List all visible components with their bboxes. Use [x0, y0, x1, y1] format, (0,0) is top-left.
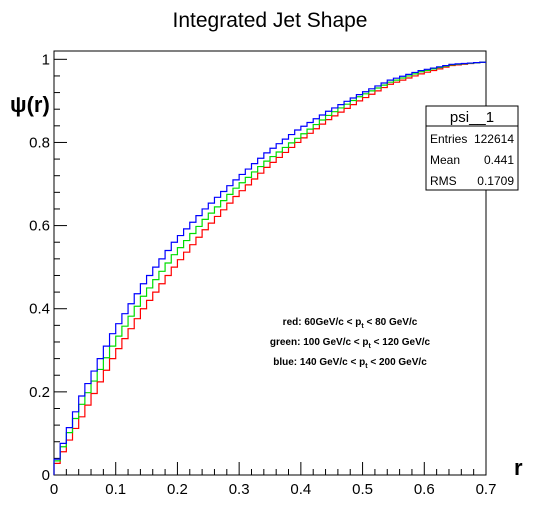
chart-title: Integrated Jet Shape: [173, 9, 368, 32]
annotation-line: red: 60GeV/c < pt < 80 GeV/c: [283, 317, 418, 330]
y-tick-label: 0.4: [29, 301, 50, 318]
x-tick-label: 0.5: [352, 481, 373, 498]
series-line-0: [53, 61, 486, 475]
series-line-1: [53, 61, 486, 475]
y-axis-label: ψ(r): [10, 92, 50, 117]
x-tick-label: 0.7: [476, 481, 497, 498]
y-tick-label: 0.6: [29, 218, 50, 235]
x-tick-label: 0.1: [105, 481, 126, 498]
annotation-line: blue: 140 GeV/c < pt < 200 GeV/c: [273, 357, 427, 370]
stats-value: 0.441: [484, 153, 514, 167]
y-tick-label: 0: [42, 467, 50, 484]
x-tick-label: 0: [50, 481, 58, 498]
plot-frame: [53, 50, 487, 476]
x-tick-label: 0.6: [414, 481, 435, 498]
series-layer: [53, 61, 486, 475]
x-tick-label: 0.4: [290, 481, 311, 498]
x-tick-label: 0.3: [229, 481, 250, 498]
y-tick-label: 0.2: [29, 384, 50, 401]
y-tick-label: 0.8: [29, 134, 50, 151]
annotation-line: green: 100 GeV/c < pt < 120 GeV/c: [270, 337, 431, 350]
stats-label: Mean: [430, 153, 460, 167]
y-tick-label: 1: [42, 51, 50, 68]
axis-ticks: 0 0.1 0.2 0.3 0.4 0.5 0.6 0.7 0 0.2 0.4 0.6 0.8 1: [29, 51, 496, 498]
stats-value: 122614: [474, 132, 514, 146]
x-tick-label: 0.2: [167, 481, 188, 498]
series-line-2: [53, 61, 486, 475]
stats-label: Entries: [430, 132, 467, 146]
stats-label: RMS: [430, 174, 457, 188]
stats-value: 0.1709: [477, 174, 514, 188]
stats-box: psi__1 Entries 122614 Mean 0.441 RMS 0.1709: [425, 105, 519, 191]
x-axis-label: r: [514, 455, 523, 480]
annotations: red: 60GeV/c < pt < 80 GeV/c green: 100 G…: [270, 317, 431, 370]
stats-name: psi__1: [450, 109, 494, 126]
stats-box-frame: [425, 105, 519, 191]
